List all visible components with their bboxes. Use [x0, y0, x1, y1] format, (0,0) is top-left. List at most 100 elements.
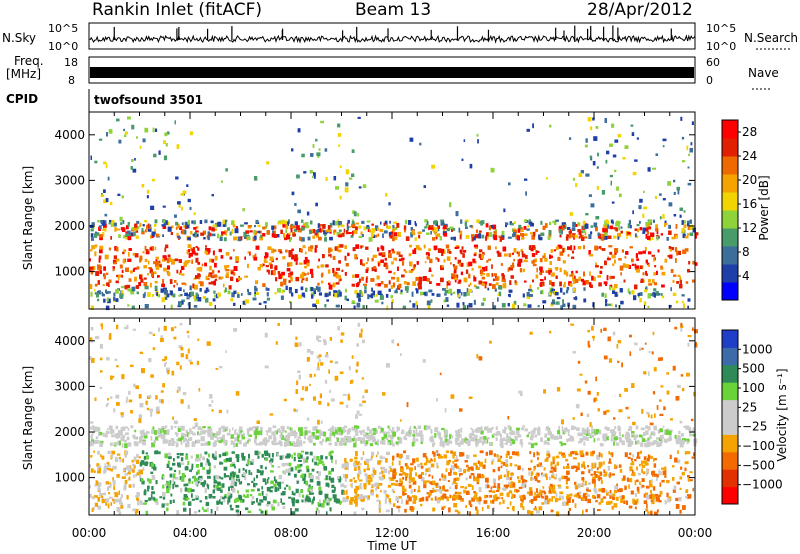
echo-cell [671, 236, 676, 240]
echo-cell [679, 207, 683, 211]
echo-cell [461, 438, 465, 442]
echo-cell [228, 457, 232, 462]
echo-cell [482, 464, 486, 469]
echo-cell [300, 427, 303, 432]
echo-cell [609, 286, 612, 291]
echo-cell [183, 494, 188, 499]
echo-cell [121, 269, 124, 273]
echo-cell [122, 259, 126, 264]
echo-cell [320, 264, 325, 268]
echo-cell [507, 303, 510, 307]
echo-cell [389, 235, 393, 239]
echo-cell [454, 509, 459, 512]
echo-cell [642, 231, 645, 234]
echo-cell [526, 434, 529, 438]
echo-cell [647, 511, 650, 514]
echo-cell [260, 426, 263, 431]
echo-cell [120, 285, 125, 289]
echo-cell [200, 281, 204, 287]
echo-cell [281, 481, 284, 484]
echo-cell [662, 214, 665, 219]
echo-cell [561, 426, 564, 431]
echo-cell [127, 222, 130, 225]
echo-cell [291, 254, 294, 260]
echo-cell [289, 224, 293, 230]
echo-cell [414, 237, 417, 241]
echo-cell [646, 273, 648, 276]
echo-cell [525, 191, 527, 196]
echo-cell [619, 265, 624, 271]
echo-cell [507, 236, 512, 239]
echo-cell [338, 278, 341, 282]
echo-cell [638, 463, 641, 467]
echo-cell [176, 269, 179, 274]
echo-cell [566, 234, 570, 238]
echo-cell [597, 275, 602, 278]
echo-cell [510, 430, 514, 433]
echo-cell [426, 223, 429, 228]
echo-cell [676, 250, 679, 256]
echo-cell [219, 483, 223, 487]
echo-cell [428, 248, 431, 252]
echo-cell [480, 220, 485, 225]
echo-cell [191, 249, 195, 255]
echo-cell [452, 455, 455, 459]
echo-cell [180, 462, 185, 465]
echo-cell [240, 293, 243, 296]
echo-cell [647, 305, 650, 308]
echo-cell [162, 258, 166, 262]
echo-cell [454, 246, 459, 249]
echo-cell [231, 440, 235, 445]
echo-cell [680, 466, 683, 470]
echo-cell [134, 253, 139, 258]
echo-cell [536, 267, 538, 273]
echo-cell [329, 236, 333, 241]
echo-cell [590, 203, 595, 208]
echo-cell [499, 438, 503, 442]
echo-cell [419, 142, 422, 146]
echo-cell [398, 258, 403, 262]
echo-cell [223, 499, 226, 503]
echo-cell [415, 245, 420, 250]
echo-cell [505, 468, 508, 473]
echo-cell [345, 169, 350, 175]
echo-cell [220, 255, 224, 259]
echo-cell [526, 292, 530, 297]
echo-cell [305, 287, 308, 292]
echo-cell [397, 427, 400, 431]
echo-cell [487, 430, 490, 433]
echo-cell [118, 490, 120, 495]
echo-cell [349, 500, 353, 505]
echo-cell [198, 433, 201, 436]
echo-cell [306, 260, 310, 265]
echo-cell [504, 253, 508, 257]
echo-cell [351, 300, 355, 304]
echo-cell [610, 180, 612, 186]
echo-cell [250, 472, 253, 476]
echo-cell [293, 258, 298, 262]
echo-cell [653, 463, 657, 468]
echo-cell [643, 301, 647, 306]
echo-cell [603, 473, 607, 477]
echo-cell [639, 292, 643, 296]
echo-cell [435, 236, 438, 240]
echo-cell [404, 229, 406, 233]
echo-cell [149, 408, 153, 412]
echo-cell [647, 293, 651, 299]
echo-cell [157, 275, 160, 278]
echo-cell [154, 246, 157, 251]
echo-cell [355, 369, 358, 373]
echo-cell [117, 276, 120, 280]
echo-cell [392, 282, 396, 288]
echo-cell [480, 430, 484, 435]
echo-cell [640, 427, 645, 431]
echo-cell [339, 244, 344, 248]
echo-cell [134, 223, 138, 229]
echo-cell [273, 437, 277, 442]
echo-cell [408, 220, 412, 225]
echo-cell [406, 282, 410, 286]
echo-cell [636, 440, 640, 445]
echo-cell [473, 477, 477, 482]
echo-cell [480, 269, 484, 274]
echo-cell [583, 271, 585, 277]
